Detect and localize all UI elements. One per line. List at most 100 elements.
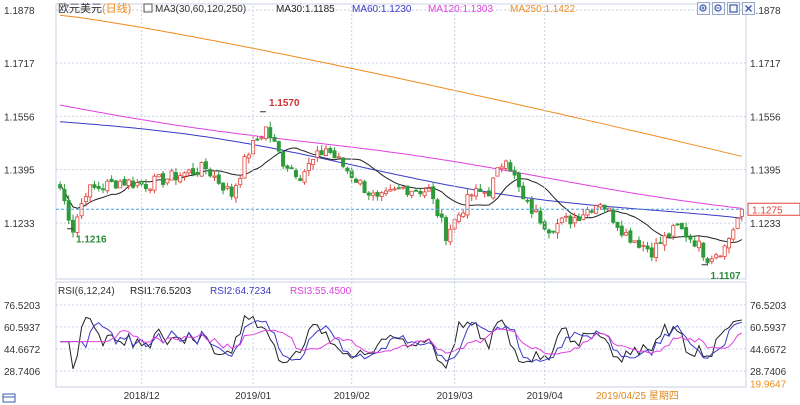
candle[interactable] (199, 161, 204, 177)
candle[interactable] (345, 166, 350, 174)
candle[interactable] (272, 134, 277, 142)
candle[interactable] (542, 219, 547, 232)
candle[interactable] (422, 187, 427, 199)
candle[interactable] (259, 135, 264, 141)
candle[interactable] (564, 212, 569, 223)
fullscreen-button[interactable] (727, 2, 740, 15)
candle[interactable] (684, 222, 689, 242)
candle[interactable] (474, 184, 479, 200)
candle[interactable] (161, 170, 166, 188)
candle[interactable] (401, 186, 406, 190)
candle[interactable] (311, 158, 316, 170)
candle[interactable] (426, 184, 431, 192)
candle[interactable] (306, 157, 311, 176)
candle[interactable] (722, 244, 727, 260)
candle[interactable] (602, 204, 607, 214)
candle[interactable] (79, 198, 84, 220)
candle[interactable] (666, 232, 671, 238)
candle[interactable] (641, 241, 646, 252)
candle[interactable] (383, 187, 388, 197)
candle[interactable] (619, 220, 624, 238)
candle[interactable] (388, 184, 393, 192)
candle[interactable] (285, 164, 290, 172)
candle[interactable] (409, 190, 414, 199)
candle[interactable] (298, 174, 303, 182)
candle[interactable] (499, 163, 504, 173)
zoom-out-button[interactable] (712, 2, 725, 15)
candle[interactable] (143, 179, 148, 193)
candle[interactable] (208, 167, 213, 178)
candle[interactable] (216, 170, 221, 186)
candle[interactable] (246, 152, 251, 164)
candle[interactable] (456, 212, 461, 224)
candle[interactable] (714, 252, 719, 260)
candle[interactable] (328, 146, 333, 155)
candle[interactable] (323, 145, 328, 156)
candle[interactable] (439, 209, 444, 223)
candle[interactable] (58, 181, 63, 191)
candle[interactable] (555, 218, 560, 239)
candle[interactable] (585, 206, 590, 218)
candle[interactable] (233, 183, 238, 203)
candle[interactable] (281, 150, 286, 170)
candle[interactable] (461, 209, 466, 219)
candle[interactable] (726, 237, 731, 254)
candle[interactable] (645, 242, 650, 253)
candle[interactable] (319, 145, 324, 156)
candle[interactable] (649, 242, 654, 262)
candle[interactable] (444, 215, 449, 246)
candle[interactable] (538, 207, 543, 225)
candle[interactable] (701, 241, 706, 261)
candle[interactable] (289, 164, 294, 170)
candle[interactable] (375, 190, 380, 201)
candle[interactable] (315, 145, 320, 162)
candle[interactable] (105, 178, 110, 194)
candle[interactable] (135, 178, 140, 189)
candle[interactable] (504, 159, 509, 172)
candle[interactable] (238, 175, 243, 188)
candle[interactable] (88, 184, 93, 203)
candle[interactable] (486, 186, 491, 197)
candle[interactable] (581, 209, 586, 221)
candle[interactable] (521, 181, 526, 200)
candle[interactable] (169, 168, 174, 181)
candle[interactable] (358, 179, 363, 186)
candlesticks[interactable] (58, 121, 744, 266)
candle[interactable] (101, 183, 106, 194)
candle[interactable] (195, 167, 200, 177)
candle[interactable] (529, 196, 534, 218)
candle[interactable] (182, 171, 187, 181)
candle[interactable] (173, 168, 178, 185)
candle[interactable] (255, 136, 260, 141)
candle[interactable] (203, 158, 208, 175)
candle[interactable] (636, 236, 641, 249)
candle[interactable] (353, 177, 358, 183)
candle[interactable] (152, 173, 157, 194)
candle[interactable] (418, 188, 423, 198)
calendar-icon[interactable] (2, 393, 16, 403)
candle[interactable] (739, 208, 744, 222)
candle[interactable] (465, 188, 470, 219)
candle[interactable] (126, 178, 131, 190)
candle[interactable] (396, 183, 401, 190)
candle[interactable] (495, 167, 500, 177)
candle[interactable] (448, 224, 453, 246)
candle[interactable] (679, 222, 684, 230)
candle[interactable] (576, 213, 581, 222)
candle[interactable] (525, 198, 530, 204)
candle[interactable] (696, 236, 701, 252)
candle[interactable] (692, 236, 697, 248)
candle[interactable] (332, 147, 337, 159)
candle[interactable] (191, 162, 196, 177)
candle[interactable] (366, 191, 371, 201)
candle[interactable] (131, 176, 136, 190)
candle[interactable] (705, 256, 710, 266)
candle[interactable] (658, 236, 663, 244)
candle[interactable] (229, 183, 234, 200)
candle[interactable] (671, 223, 676, 241)
candle[interactable] (371, 189, 376, 201)
candle[interactable] (156, 174, 161, 178)
candle[interactable] (392, 186, 397, 191)
candle[interactable] (512, 166, 517, 180)
candle[interactable] (212, 170, 217, 181)
